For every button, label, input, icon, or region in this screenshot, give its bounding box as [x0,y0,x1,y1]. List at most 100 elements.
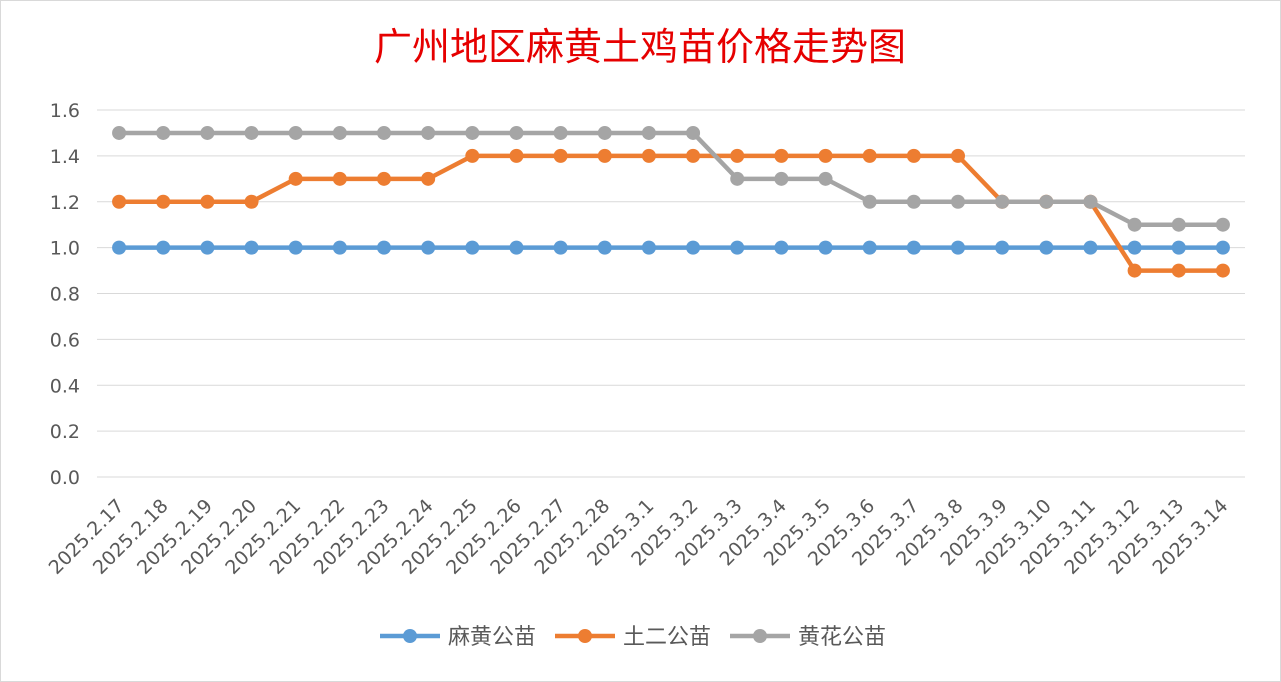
data-point [995,240,1010,255]
data-point [112,194,127,209]
data-point [774,148,789,163]
data-point [597,240,612,255]
data-point [112,240,127,255]
data-point [421,125,436,140]
data-point [332,240,347,255]
data-point [200,194,215,209]
data-point [818,171,833,186]
data-point [774,240,789,255]
legend-entry: 麻黄公苗 [380,625,536,650]
data-point [465,148,480,163]
legend-marker [753,629,767,643]
data-point [244,240,259,255]
series-3 [112,125,1230,232]
data-point [112,125,127,140]
y-axis-ticks: 0.0 0.2 0.4 0.6 0.8 1.0 1.2 1.4 1.6 [50,100,80,489]
data-point [1127,240,1142,255]
data-point [288,240,303,255]
data-point [465,125,480,140]
y-tick-label: 1.0 [50,238,80,260]
data-point [730,240,745,255]
data-point [332,171,347,186]
data-point [730,148,745,163]
data-point [156,240,171,255]
legend-marker [578,629,592,643]
data-point [951,148,965,163]
data-point [862,194,877,209]
data-point [862,240,877,255]
data-point [1039,194,1054,209]
legend-entry: 黄花公苗 [730,625,886,650]
data-point [156,125,171,140]
data-point [774,171,789,186]
y-tick-label: 1.6 [50,100,80,122]
legend-label: 黄花公苗 [798,625,886,650]
data-point [862,148,877,163]
data-point [244,194,259,209]
data-point [244,125,259,140]
data-point [641,125,656,140]
legend: 麻黄公苗 土二公苗 黄花公苗 [380,625,886,650]
y-tick-label: 0.6 [50,329,80,351]
data-point [288,171,303,186]
data-point [200,240,215,255]
data-point [332,125,347,140]
y-tick-label: 1.2 [50,192,80,214]
data-point [156,194,171,209]
data-point [686,148,701,163]
data-point [686,125,701,140]
data-point [421,171,436,186]
data-point [553,148,568,163]
data-point [597,125,612,140]
data-point [686,240,701,255]
data-point [1215,240,1230,255]
data-point [1083,194,1098,209]
data-point [597,148,612,163]
series-1 [112,240,1230,255]
data-point [421,240,436,255]
y-tick-label: 0.8 [50,284,80,306]
y-tick-label: 1.4 [50,146,80,168]
data-point [553,240,568,255]
data-point [509,148,524,163]
series-line [119,130,1223,227]
data-point [906,194,921,209]
data-point [509,240,524,255]
data-point [377,125,391,140]
legend-marker [403,629,417,643]
data-point [1215,263,1230,278]
data-point [818,148,833,163]
data-point [200,125,215,140]
y-tick-label: 0.4 [50,375,80,397]
data-point [553,125,568,140]
legend-entry: 土二公苗 [555,625,711,650]
data-point [995,194,1010,209]
y-tick-label: 0.0 [50,467,80,489]
data-point [951,240,965,255]
data-point [730,171,745,186]
data-point [641,240,656,255]
data-point [509,125,524,140]
data-point [1171,217,1186,232]
data-point [641,148,656,163]
legend-label: 土二公苗 [623,625,711,650]
data-point [377,171,391,186]
data-point [1127,217,1142,232]
data-point [1083,240,1098,255]
data-point [377,240,391,255]
data-point [1127,263,1142,278]
data-point [1215,217,1230,232]
legend-label: 麻黄公苗 [448,625,536,650]
data-point [465,240,480,255]
data-point [951,194,965,209]
data-point [288,125,303,140]
y-tick-label: 0.2 [50,421,80,443]
data-point [1171,263,1186,278]
data-point [818,240,833,255]
data-point [906,240,921,255]
data-point [1039,240,1054,255]
data-point [906,148,921,163]
